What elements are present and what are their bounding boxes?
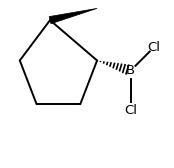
Text: B: B xyxy=(126,64,135,77)
Text: Cl: Cl xyxy=(124,104,137,117)
Polygon shape xyxy=(49,8,97,24)
Text: Cl: Cl xyxy=(148,40,161,54)
